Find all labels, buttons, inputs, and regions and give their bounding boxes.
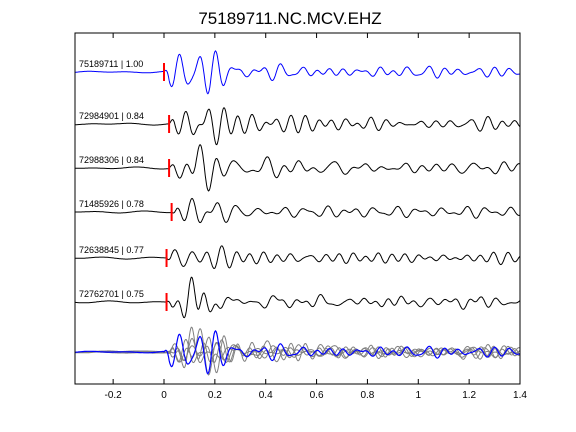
- trace-label: 75189711 | 1.00: [79, 59, 143, 69]
- trace-label: 71485926 | 0.78: [79, 199, 144, 209]
- overlay-trace: [75, 339, 521, 364]
- trace-label: 72638845 | 0.77: [79, 245, 144, 255]
- waveform-trace: [75, 197, 521, 224]
- x-tick-label: 1.2: [462, 390, 476, 401]
- waveform-trace: [74, 50, 521, 95]
- trace-group: 72984901 | 0.84: [75, 107, 521, 146]
- x-axis: -0.2 0 0.2 0.4 0.6 0.8 1 1.2 1.4: [105, 33, 527, 401]
- trace-label: 72988306 | 0.84: [79, 155, 144, 165]
- x-tick-label: 0.4: [259, 390, 273, 401]
- trace-label: 72984901 | 0.84: [79, 111, 144, 121]
- axes-frame: [74, 32, 521, 385]
- overlay-reference-trace: [74, 329, 521, 375]
- plot-area: 75189711 | 1.00 72984901 | 0.84 72988306 |…: [74, 50, 521, 376]
- x-tick-label: 0: [161, 390, 167, 401]
- x-tick-label: 0.8: [360, 390, 374, 401]
- trace-group: 71485926 | 0.78: [75, 197, 521, 224]
- overlay-trace: [75, 326, 521, 369]
- trace-group: 75189711 | 1.00: [74, 50, 521, 95]
- chart-title: 75189711.NC.MCV.EHZ: [198, 9, 381, 28]
- trace-group: 72988306 | 0.84: [75, 144, 521, 192]
- overlay-panel: [74, 326, 521, 376]
- x-tick-label: 0.6: [310, 390, 324, 401]
- trace-group: 72638845 | 0.77: [75, 245, 521, 270]
- x-tick-label: 0.2: [208, 390, 222, 401]
- trace-group: 72762701 | 0.75: [75, 276, 521, 319]
- x-tick-label: 1: [416, 390, 422, 401]
- waveform-trace: [75, 144, 521, 192]
- x-tick-label: 1.4: [513, 390, 527, 401]
- x-tick-label: -0.2: [105, 390, 123, 401]
- waveform-trace: [75, 107, 521, 146]
- waveform-trace: [75, 245, 521, 270]
- trace-label: 72762701 | 0.75: [79, 289, 144, 299]
- waveform-trace: [75, 276, 521, 319]
